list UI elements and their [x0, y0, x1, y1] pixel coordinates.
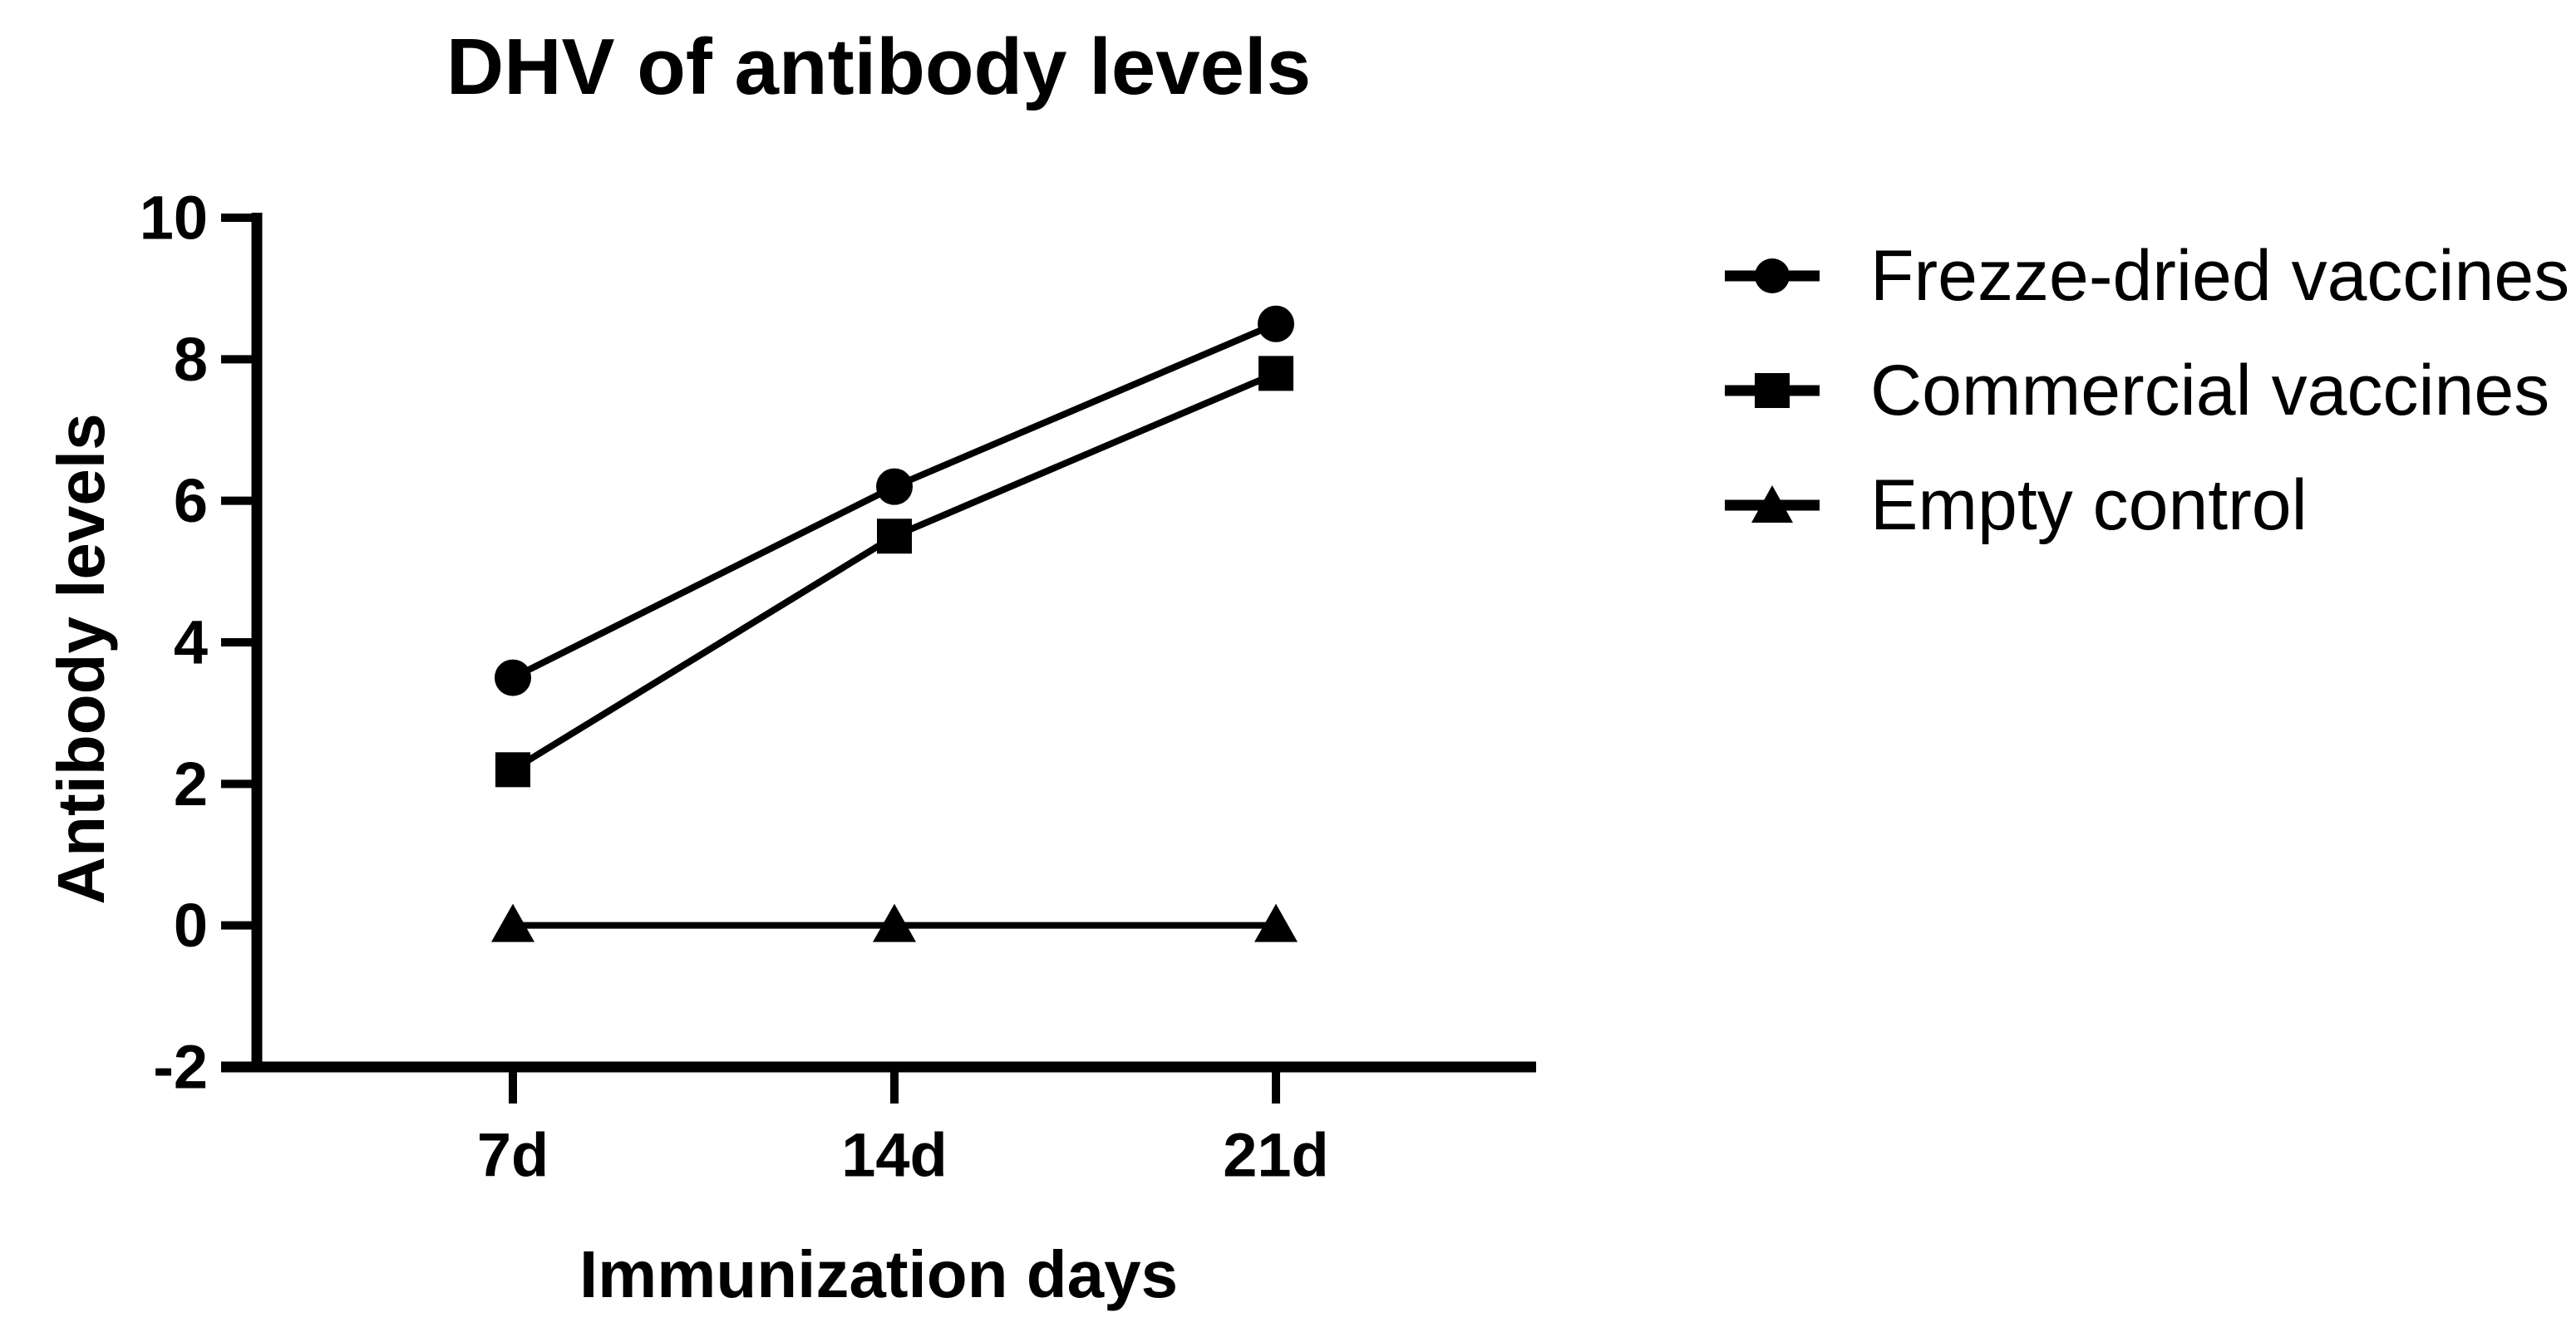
- legend-item-label: Frezze-dried vaccines: [1870, 236, 2570, 316]
- triangle-marker-icon: [1725, 485, 1820, 523]
- chart-title: DHV of antibody levels: [446, 22, 1312, 111]
- x-tick-label: 21d: [1223, 1121, 1329, 1190]
- data-point-circle: [1258, 305, 1294, 342]
- legend-item-label: Empty control: [1870, 465, 2308, 545]
- y-tick-label: 8: [174, 325, 208, 394]
- data-point-square: [1258, 356, 1293, 391]
- legend-item-empty-control: Empty control: [1724, 467, 2569, 543]
- series-line-square: [510, 370, 1278, 773]
- legend: Frezze-dried vaccines Commercial vaccine…: [1724, 238, 2569, 543]
- data-point-square: [877, 519, 912, 554]
- y-tick-label: -2: [153, 1033, 208, 1102]
- x-tick-label: 14d: [841, 1121, 948, 1190]
- circle-marker-icon: [1725, 258, 1820, 293]
- y-axis-label: Antibody levels: [44, 413, 118, 905]
- x-axis-label: Immunization days: [579, 1237, 1179, 1311]
- square-marker-icon: [1725, 373, 1820, 408]
- data-point-triangle: [1254, 903, 1298, 942]
- y-tick-label: 2: [174, 750, 208, 818]
- data-point-triangle: [491, 903, 534, 942]
- y-tick-label: 10: [140, 184, 208, 253]
- legend-item-commercial-vaccines: Commercial vaccines: [1724, 352, 2569, 429]
- data-point-square: [495, 752, 530, 788]
- data-point-circle: [876, 468, 913, 505]
- x-tick-label: 7d: [477, 1121, 549, 1190]
- y-tick-label: 6: [174, 466, 208, 535]
- data-point-circle: [495, 659, 531, 696]
- y-tick-label: 0: [174, 891, 208, 960]
- legend-item-freeze-dried-vaccines: Frezze-dried vaccines: [1724, 238, 2569, 314]
- data-point-triangle: [873, 903, 916, 942]
- legend-item-label: Commercial vaccines: [1870, 351, 2550, 430]
- y-tick-label: 4: [174, 608, 208, 677]
